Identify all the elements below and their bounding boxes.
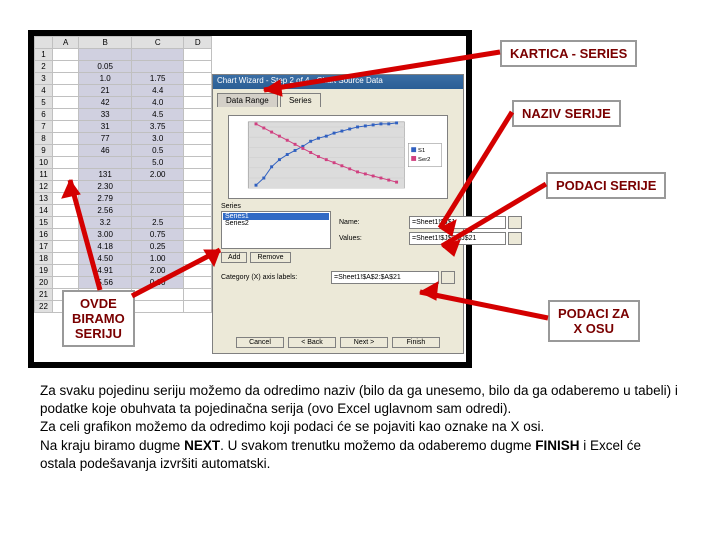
legend-s1: S1 (418, 148, 425, 154)
add-button[interactable]: Add (221, 252, 247, 263)
dialog-body: S1 Ser2 Series Series1 Series2 Add (213, 107, 463, 291)
values-picker-icon[interactable] (508, 232, 522, 245)
preview-svg: S1 Ser2 (229, 116, 447, 198)
name-input[interactable] (409, 216, 506, 229)
cancel-button[interactable]: Cancel (236, 337, 284, 348)
dialog-footer: Cancel < Back Next > Finish (213, 337, 463, 348)
series-listbox[interactable]: Series1 Series2 (221, 211, 331, 249)
explain-p2: Za celi grafikon možemo da odredimo koji… (40, 418, 680, 436)
finish-button[interactable]: Finish (392, 337, 440, 348)
chart-wizard-dialog: Chart Wizard - Step 2 of 4 - Chart Sourc… (212, 74, 464, 354)
dialog-titlebar: Chart Wizard - Step 2 of 4 - Chart Sourc… (213, 75, 463, 89)
values-label: Values: (339, 235, 409, 242)
category-picker-icon[interactable] (441, 271, 455, 284)
tab-series[interactable]: Series (280, 93, 321, 107)
category-label: Category (X) axis labels: (221, 274, 331, 281)
callout-ovde: OVDE BIRAMO SERIJU (62, 290, 135, 347)
series-item-1[interactable]: Series1 (223, 213, 329, 220)
name-picker-icon[interactable] (508, 216, 522, 229)
next-button[interactable]: Next > (340, 337, 388, 348)
series-item-2[interactable]: Series2 (223, 220, 329, 227)
legend-s2: Ser2 (418, 157, 430, 163)
values-input[interactable] (409, 232, 506, 245)
category-input[interactable] (331, 271, 439, 284)
remove-button[interactable]: Remove (250, 252, 290, 263)
callout-podaci: PODACI SERIJE (546, 172, 666, 199)
back-button[interactable]: < Back (288, 337, 336, 348)
callout-xosu: PODACI ZA X OSU (548, 300, 640, 342)
explain-p3: Na kraju biramo dugme NEXT. U svakom tre… (40, 437, 680, 473)
explain-p1: Za svaku pojedinu seriju možemo da odred… (40, 382, 680, 418)
chart-preview: S1 Ser2 (228, 115, 448, 199)
sheet-table: ABCD120.0531.01.754214.45424.06334.57313… (34, 36, 212, 313)
explanation-text: Za svaku pojedinu seriju možemo da odred… (40, 382, 680, 473)
callout-kartica: KARTICA - SERIES (500, 40, 637, 67)
name-label: Name: (339, 219, 409, 226)
tab-data-range[interactable]: Data Range (217, 93, 278, 107)
dialog-tabs: Data Range Series (213, 89, 463, 107)
callout-naziv: NAZIV SERIJE (512, 100, 621, 127)
series-listbox-label: Series (221, 203, 331, 210)
